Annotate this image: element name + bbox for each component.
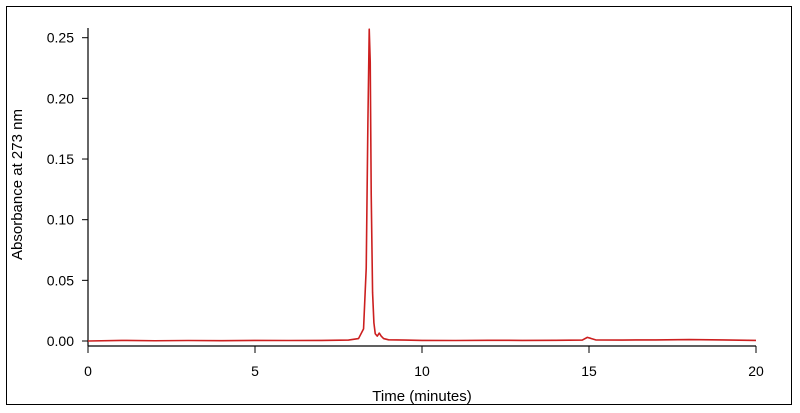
y-tick-label: 0.00	[47, 333, 74, 349]
y-axis-title: Absorbance at 273 nm	[9, 109, 26, 260]
series-line	[87, 28, 757, 342]
y-tick-label: 0.10	[47, 212, 74, 228]
series-group	[87, 28, 757, 342]
x-tick-label: 0	[84, 363, 92, 379]
y-tick-label: 0.25	[47, 30, 74, 46]
x-tick-label: 5	[251, 363, 259, 379]
axes-group	[87, 28, 756, 347]
y-tick-label: 0.20	[47, 90, 74, 106]
x-ticks-group: 0 5 10 15 20	[84, 346, 764, 379]
y-tick-label: 0.05	[47, 272, 74, 288]
x-axis-title: Time (minutes)	[372, 388, 471, 405]
y-ticks-group: 0.00 0.05 0.10 0.15 0.20 0.25	[47, 30, 88, 349]
x-tick-label: 20	[748, 363, 764, 379]
chart-frame	[6, 6, 792, 405]
x-tick-label: 15	[581, 363, 597, 379]
x-tick-label: 10	[414, 363, 430, 379]
y-tick-label: 0.15	[47, 151, 74, 167]
